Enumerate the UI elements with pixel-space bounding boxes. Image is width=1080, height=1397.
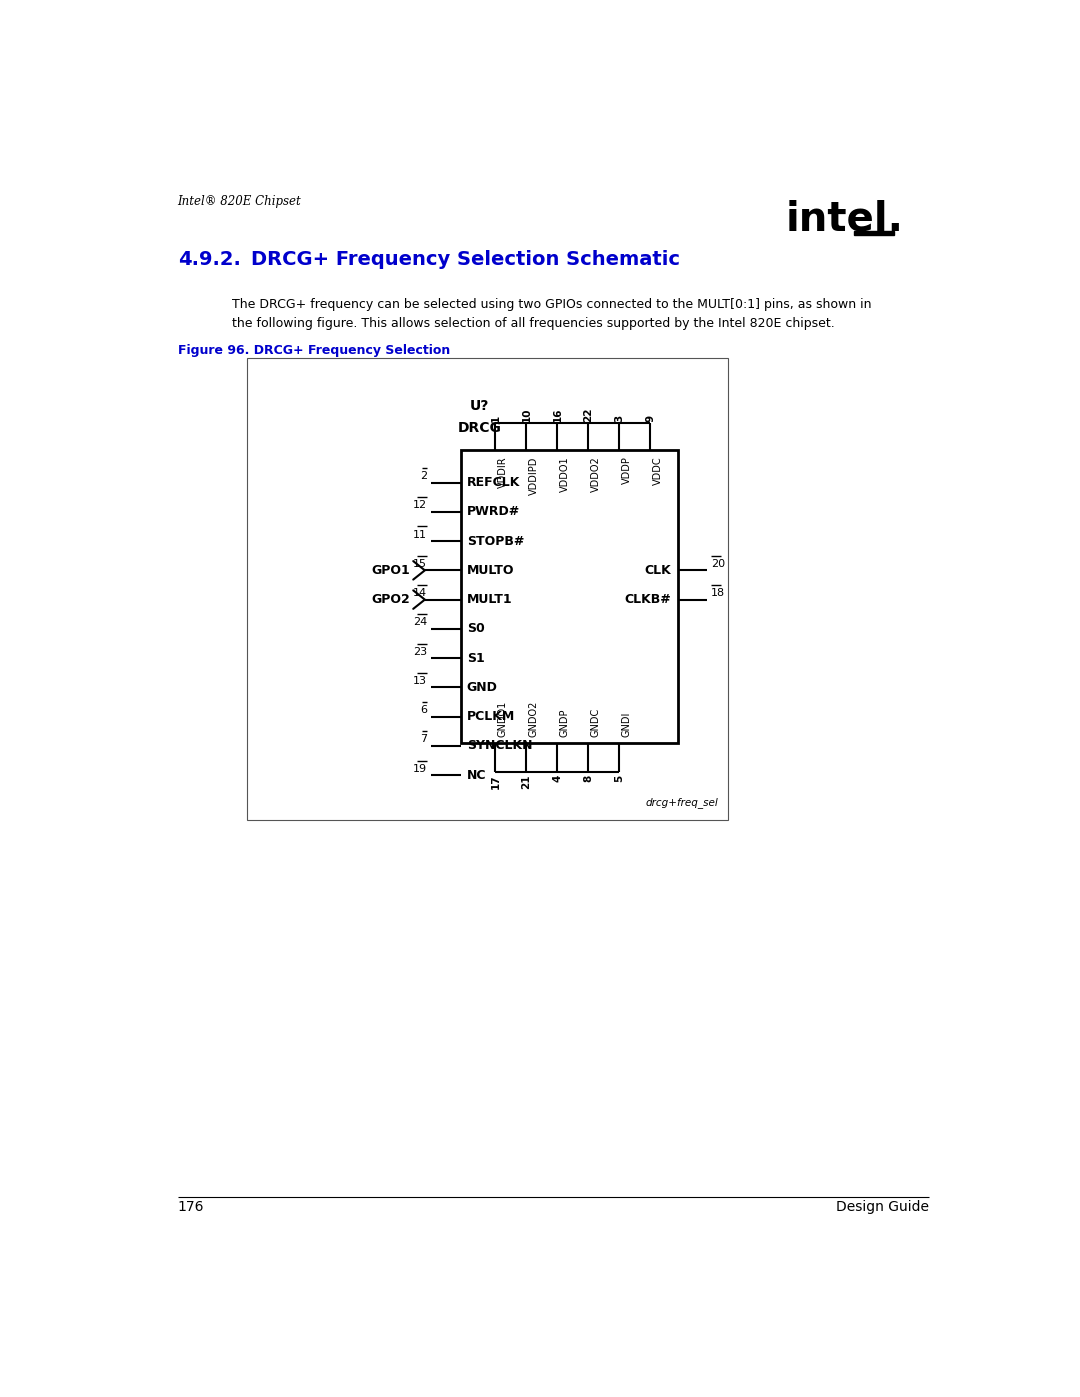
- Text: GNDI: GNDI: [622, 711, 632, 736]
- Text: Figure 96. DRCG+ Frequency Selection: Figure 96. DRCG+ Frequency Selection: [177, 344, 450, 358]
- Text: S1: S1: [467, 651, 485, 665]
- Text: 23: 23: [413, 647, 428, 657]
- Text: CLK: CLK: [645, 564, 672, 577]
- Text: 7: 7: [420, 735, 428, 745]
- Text: Design Guide: Design Guide: [836, 1200, 930, 1214]
- Text: STOPB#: STOPB#: [467, 535, 524, 548]
- Text: 12: 12: [413, 500, 428, 510]
- Text: VDDO2: VDDO2: [591, 457, 600, 492]
- Text: GNDC: GNDC: [591, 707, 600, 736]
- Text: DRCG+ Frequency Selection Schematic: DRCG+ Frequency Selection Schematic: [252, 250, 680, 270]
- Text: CLKB#: CLKB#: [624, 594, 672, 606]
- Text: PWRD#: PWRD#: [467, 506, 519, 518]
- Text: DRCG: DRCG: [458, 420, 502, 434]
- Text: 4: 4: [552, 774, 563, 782]
- Text: 17: 17: [490, 774, 500, 789]
- Text: GNDO2: GNDO2: [529, 700, 539, 736]
- Text: 19: 19: [413, 764, 428, 774]
- Text: NC: NC: [467, 768, 486, 782]
- Text: GNDP: GNDP: [559, 708, 570, 736]
- Text: 3: 3: [615, 415, 624, 422]
- Text: VDDP: VDDP: [622, 457, 632, 485]
- Text: 21: 21: [522, 774, 531, 789]
- Text: 9: 9: [646, 415, 656, 422]
- Text: 4.9.2.: 4.9.2.: [177, 250, 241, 270]
- Text: SYNCLKN: SYNCLKN: [467, 739, 532, 753]
- Text: the following figure. This allows selection of all frequencies supported by the : the following figure. This allows select…: [232, 317, 835, 330]
- Text: GPO1: GPO1: [372, 564, 410, 577]
- Text: The DRCG+ frequency can be selected using two GPIOs connected to the MULT[0:1] p: The DRCG+ frequency can be selected usin…: [232, 298, 872, 310]
- Text: 20: 20: [711, 559, 725, 569]
- Text: 22: 22: [583, 408, 593, 422]
- Bar: [460, 450, 677, 743]
- Text: GND: GND: [467, 680, 498, 694]
- Text: REFCLK: REFCLK: [467, 476, 521, 489]
- Text: intеl.: intеl.: [786, 200, 904, 239]
- Text: Intel® 820E Chipset: Intel® 820E Chipset: [177, 194, 301, 208]
- Text: 1: 1: [490, 415, 500, 422]
- Text: 18: 18: [711, 588, 725, 598]
- Text: 15: 15: [414, 559, 428, 569]
- Text: MULT1: MULT1: [467, 594, 512, 606]
- Bar: [854, 231, 894, 235]
- Text: 6: 6: [420, 705, 428, 715]
- Text: 8: 8: [583, 774, 593, 782]
- Text: 13: 13: [414, 676, 428, 686]
- Text: PCLKM: PCLKM: [467, 710, 515, 724]
- Text: 176: 176: [177, 1200, 204, 1214]
- Text: 16: 16: [552, 408, 563, 422]
- Text: 10: 10: [522, 408, 531, 422]
- Text: 5: 5: [615, 774, 624, 782]
- Text: 2: 2: [420, 471, 428, 481]
- Bar: [247, 358, 728, 820]
- Text: S0: S0: [467, 623, 485, 636]
- Text: VDDC: VDDC: [652, 457, 663, 485]
- Text: 24: 24: [413, 617, 428, 627]
- Text: drcg+freq_sel: drcg+freq_sel: [646, 798, 718, 809]
- Text: GNDO1: GNDO1: [498, 700, 508, 736]
- Text: GPO2: GPO2: [372, 594, 410, 606]
- Text: VDDIPD: VDDIPD: [529, 457, 539, 495]
- Text: VDDO1: VDDO1: [559, 457, 570, 492]
- Text: 11: 11: [414, 529, 428, 539]
- Text: MULTO: MULTO: [467, 564, 514, 577]
- Text: U?: U?: [470, 400, 489, 414]
- Text: VDDIR: VDDIR: [498, 457, 508, 488]
- Text: 14: 14: [413, 588, 428, 598]
